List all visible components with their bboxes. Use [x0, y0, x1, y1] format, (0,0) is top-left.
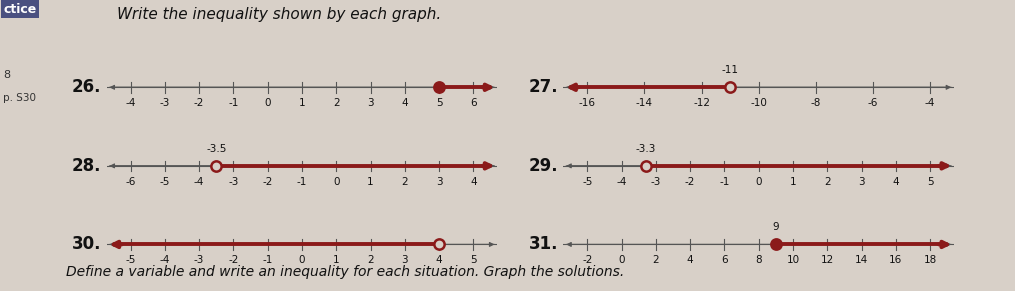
- Point: [767, 242, 784, 247]
- Text: -2: -2: [685, 177, 695, 187]
- Text: -1: -1: [263, 255, 273, 265]
- Text: 26.: 26.: [72, 78, 102, 96]
- Text: 2: 2: [367, 255, 374, 265]
- Text: 2: 2: [653, 255, 659, 265]
- Text: 27.: 27.: [529, 78, 558, 96]
- Text: 16: 16: [889, 255, 902, 265]
- Text: 1: 1: [333, 255, 340, 265]
- Point: [431, 242, 448, 247]
- Text: -3: -3: [651, 177, 661, 187]
- Text: 4: 4: [892, 177, 899, 187]
- Text: -2: -2: [263, 177, 273, 187]
- Text: -2: -2: [583, 255, 593, 265]
- Text: -6: -6: [126, 177, 136, 187]
- Text: -4: -4: [925, 98, 935, 108]
- Point: [208, 164, 224, 168]
- Text: 4: 4: [402, 98, 408, 108]
- Text: 31.: 31.: [529, 235, 558, 253]
- Text: 8: 8: [3, 70, 10, 80]
- Text: 5: 5: [927, 177, 934, 187]
- Text: 3: 3: [435, 177, 443, 187]
- Text: 3: 3: [859, 177, 865, 187]
- Text: -4: -4: [616, 177, 627, 187]
- Text: 29.: 29.: [529, 157, 558, 175]
- Text: -3: -3: [228, 177, 239, 187]
- Point: [431, 85, 448, 90]
- Text: 28.: 28.: [72, 157, 102, 175]
- Text: -3: -3: [159, 98, 171, 108]
- Text: 4: 4: [687, 255, 693, 265]
- Text: 6: 6: [470, 98, 477, 108]
- Text: -4: -4: [194, 177, 204, 187]
- Text: -10: -10: [750, 98, 767, 108]
- Text: 0: 0: [265, 98, 271, 108]
- Text: 1: 1: [298, 98, 306, 108]
- Text: -1: -1: [296, 177, 308, 187]
- Text: Write the inequality shown by each graph.: Write the inequality shown by each graph…: [117, 7, 441, 22]
- Text: 2: 2: [824, 177, 830, 187]
- Text: -2: -2: [228, 255, 239, 265]
- Text: 3: 3: [402, 255, 408, 265]
- Text: 1: 1: [790, 177, 797, 187]
- Text: 4: 4: [470, 177, 477, 187]
- Text: 30.: 30.: [72, 235, 102, 253]
- Text: 4: 4: [435, 255, 443, 265]
- Text: 0: 0: [298, 255, 306, 265]
- Text: -3.5: -3.5: [206, 144, 226, 154]
- Text: 12: 12: [821, 255, 834, 265]
- Text: -8: -8: [811, 98, 821, 108]
- Text: -1: -1: [228, 98, 239, 108]
- Text: -6: -6: [868, 98, 878, 108]
- Text: -14: -14: [636, 98, 653, 108]
- Text: 2: 2: [402, 177, 408, 187]
- Text: 9: 9: [772, 222, 780, 232]
- Text: 6: 6: [721, 255, 728, 265]
- Text: 3: 3: [367, 98, 374, 108]
- Text: -1: -1: [720, 177, 730, 187]
- Text: 5: 5: [435, 98, 443, 108]
- Text: -5: -5: [583, 177, 593, 187]
- Point: [637, 164, 654, 168]
- Text: -3: -3: [194, 255, 204, 265]
- Text: 18: 18: [924, 255, 937, 265]
- Point: [722, 85, 738, 90]
- Text: -3.3: -3.3: [635, 144, 656, 154]
- Text: 1: 1: [367, 177, 374, 187]
- Text: -16: -16: [579, 98, 596, 108]
- Text: -4: -4: [126, 98, 136, 108]
- Text: ctice: ctice: [3, 3, 37, 16]
- Text: -11: -11: [722, 65, 739, 75]
- Text: 10: 10: [787, 255, 800, 265]
- Text: 5: 5: [470, 255, 477, 265]
- Text: 0: 0: [618, 255, 625, 265]
- Text: 0: 0: [755, 177, 762, 187]
- Text: 2: 2: [333, 98, 340, 108]
- Text: 8: 8: [755, 255, 762, 265]
- Text: -5: -5: [159, 177, 171, 187]
- Text: Define a variable and write an inequality for each situation. Graph the solution: Define a variable and write an inequalit…: [66, 265, 624, 279]
- Text: 14: 14: [855, 255, 868, 265]
- Text: -12: -12: [693, 98, 710, 108]
- Text: 0: 0: [333, 177, 339, 187]
- Text: -2: -2: [194, 98, 204, 108]
- Text: p. S30: p. S30: [3, 93, 37, 103]
- Text: -4: -4: [159, 255, 171, 265]
- Text: -5: -5: [126, 255, 136, 265]
